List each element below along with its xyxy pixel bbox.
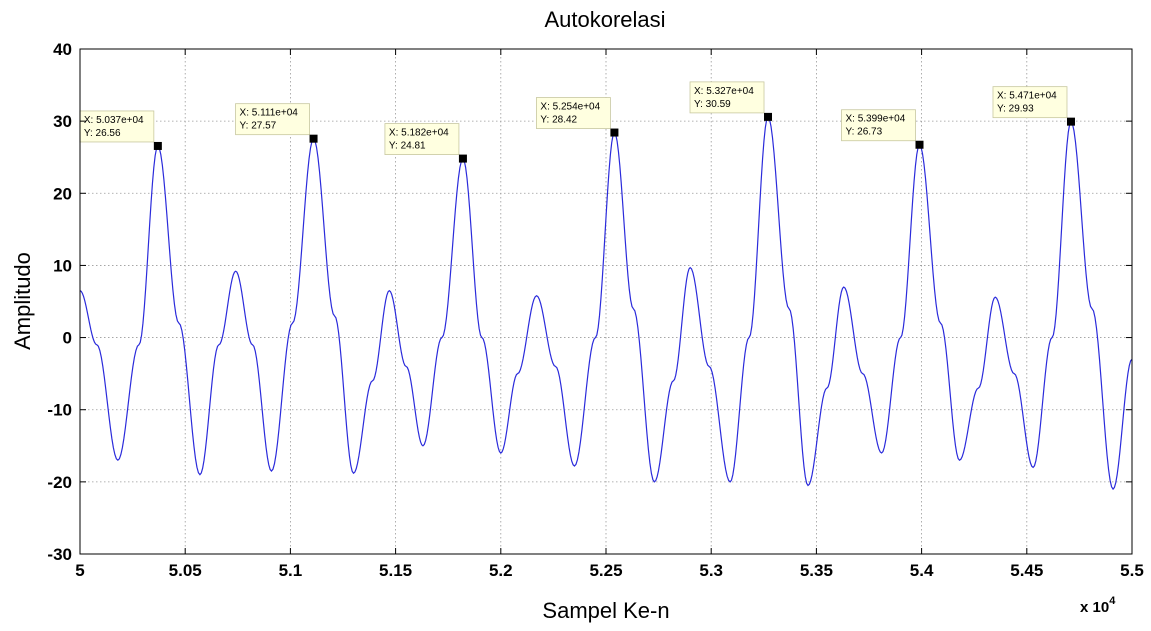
x-tick-label: 5.25 [589, 561, 622, 580]
datatip[interactable]: X: 5.111e+04 Y: 27.57 [235, 103, 318, 143]
y-ticks: -30 -20 -10 0 10 20 30 40 [47, 40, 1132, 564]
datatip-x-text: X: 5.471e+04 [997, 91, 1057, 102]
datatip-y-text: Y: 24.81 [389, 141, 426, 152]
x-tick-label: 5 [75, 561, 84, 580]
datatip-marker [1066, 117, 1075, 126]
datatip-x-text: X: 5.254e+04 [540, 102, 600, 113]
y-tick-label: -30 [47, 545, 72, 564]
datatip[interactable]: X: 5.254e+04 Y: 28.42 [536, 97, 619, 137]
datatip-marker [915, 140, 924, 149]
datatip-x-text: X: 5.111e+04 [240, 108, 299, 119]
datatips: X: 5.037e+04 Y: 26.56 X: 5.111e+04 Y: 27.57… [79, 81, 1075, 163]
y-tick-label: 40 [53, 40, 72, 59]
datatip-box [536, 97, 611, 129]
y-tick-label: 10 [53, 256, 72, 275]
x-tick-label: 5.15 [379, 561, 412, 580]
y-tick-label: 0 [63, 329, 72, 348]
x-tick-label: 5.5 [1120, 561, 1144, 580]
datatip-y-text: Y: 28.42 [540, 115, 577, 126]
datatip[interactable]: X: 5.471e+04 Y: 29.93 [992, 86, 1075, 126]
datatip-y-text: Y: 26.73 [845, 127, 882, 138]
datatip-box [841, 109, 916, 142]
x-tick-label: 5.3 [699, 561, 723, 580]
datatip-box [689, 81, 765, 114]
datatip-y-text: Y: 30.59 [694, 99, 731, 110]
grid [80, 49, 1132, 554]
datatip-marker [458, 154, 467, 163]
x-tick-label: 5.45 [1010, 561, 1043, 580]
datatip-marker [153, 141, 162, 150]
datatip-box [992, 86, 1068, 119]
y-tick-label: 20 [53, 184, 72, 203]
x-ticks: 5 5.05 5.1 5.15 5.2 5.25 5.3 5.35 5.4 5.45 5.5 [75, 49, 1144, 580]
y-tick-label: -20 [47, 473, 72, 492]
x-tick-label: 5.35 [800, 561, 833, 580]
datatip-x-text: X: 5.327e+04 [694, 86, 754, 97]
x-tick-label: 5.2 [489, 561, 513, 580]
y-axis-label: Amplitudo [10, 252, 35, 350]
x-multiplier-exponent: 4 [1109, 595, 1116, 607]
datatip-y-text: Y: 26.56 [84, 128, 121, 139]
x-tick-label: 5.1 [279, 561, 303, 580]
x-multiplier-base: x 10 [1080, 599, 1109, 616]
y-tick-label: 30 [53, 112, 72, 131]
x-axis-label: Sampel Ke-n [542, 598, 669, 623]
datatip[interactable]: X: 5.037e+04 Y: 26.56 [79, 110, 162, 150]
x-multiplier: x 104 [1080, 595, 1116, 616]
datatip-box [235, 103, 310, 136]
y-tick-label: -10 [47, 401, 72, 420]
x-tick-label: 5.05 [169, 561, 202, 580]
x-tick-label: 5.4 [910, 561, 934, 580]
datatip-x-text: X: 5.037e+04 [84, 115, 144, 126]
datatip-marker [610, 128, 619, 137]
datatip-x-text: X: 5.182e+04 [389, 128, 449, 139]
datatip[interactable]: X: 5.399e+04 Y: 26.73 [841, 109, 924, 149]
datatip-box [384, 123, 460, 155]
chart-title: Autokorelasi [544, 7, 665, 32]
datatip[interactable]: X: 5.327e+04 Y: 30.59 [689, 81, 773, 121]
series-line-autokorelasi [79, 115, 1133, 491]
datatip[interactable]: X: 5.182e+04 Y: 24.81 [384, 123, 467, 163]
datatip-box [79, 110, 155, 143]
datatip-y-text: Y: 29.93 [997, 104, 1034, 115]
datatip-marker [764, 112, 773, 121]
plot-area: X: 5.037e+04 Y: 26.56 X: 5.111e+04 Y: 27.57… [47, 40, 1143, 580]
datatip-y-text: Y: 27.57 [240, 121, 277, 132]
datatip-marker [309, 134, 318, 143]
datatip-x-text: X: 5.399e+04 [845, 114, 905, 125]
